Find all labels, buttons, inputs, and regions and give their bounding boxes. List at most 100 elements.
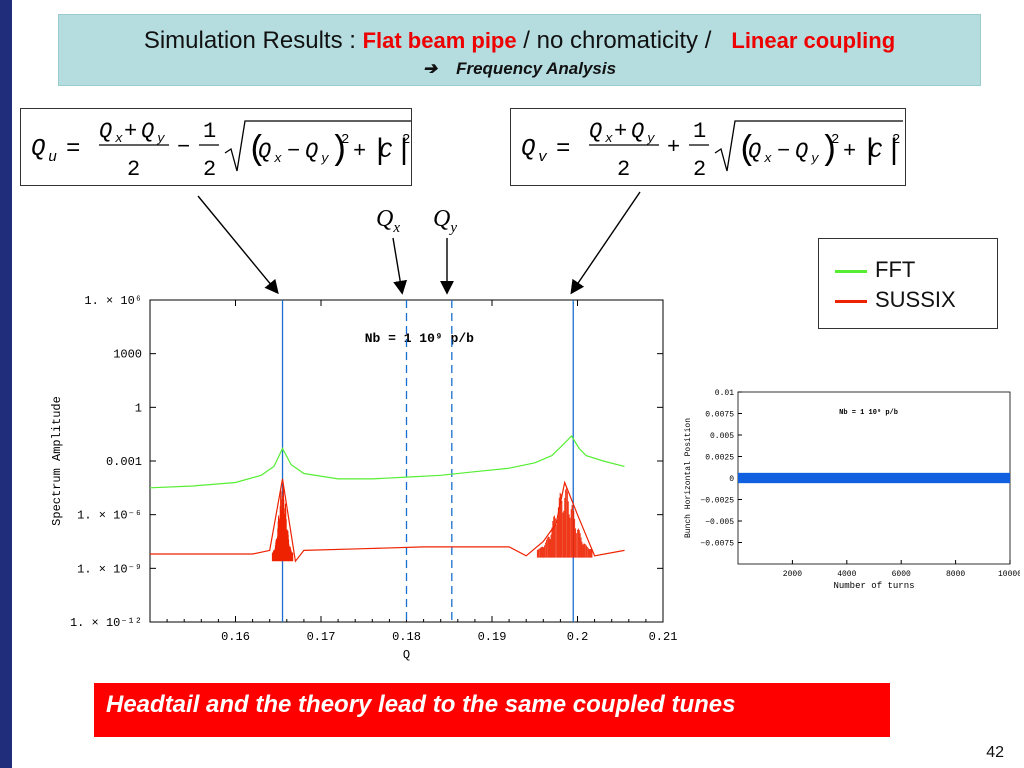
svg-text:−: − — [777, 139, 790, 164]
legend: FFT SUSSIX — [818, 238, 998, 329]
y-tick-label: 0.001 — [106, 455, 142, 469]
svg-text:2: 2 — [341, 132, 349, 148]
x-tick-label: 0.17 — [307, 630, 336, 644]
x-tick-label: 0.19 — [478, 630, 507, 644]
svg-text:y: y — [320, 151, 330, 166]
qx-label: Qx — [376, 206, 401, 236]
chart-annotation: Nb = 1 10⁹ p/b — [365, 331, 474, 346]
y-tick-label: 1. × 10⁻¹² — [70, 616, 142, 630]
small-y-tick-label: 0.0075 — [705, 411, 734, 420]
legend-label-sussix: SUSSIX — [875, 287, 956, 312]
svg-text:1: 1 — [693, 119, 706, 144]
small-x-tick-label: 2000 — [783, 570, 802, 579]
small-y-tick-label: −0.0025 — [700, 497, 734, 506]
position-signal-band — [738, 472, 1010, 484]
small-y-tick-label: 0.005 — [710, 432, 734, 441]
legend-item-sussix: SUSSIX — [835, 287, 956, 313]
small-x-tick-label: 8000 — [946, 570, 965, 579]
svg-text:C: C — [869, 139, 883, 164]
svg-text:): ) — [819, 132, 839, 170]
x-tick-label: 0.16 — [221, 630, 250, 644]
svg-text:y: y — [646, 131, 656, 146]
svg-text:|: | — [371, 135, 389, 169]
small-y-tick-label: 0.0025 — [705, 454, 734, 463]
svg-text:x: x — [763, 151, 772, 166]
legend-item-fft: FFT — [835, 257, 915, 283]
x-axis-label: Q — [403, 648, 410, 662]
title-prefix: Simulation Results : — [143, 27, 356, 54]
arrow-qv — [570, 191, 641, 295]
y-tick-label: 1. × 10⁻⁶ — [77, 509, 142, 523]
small-y-axis-label: Bunch Horizontal Position — [684, 418, 693, 538]
svg-text:=: = — [556, 136, 570, 163]
position-chart: 2000 4000 6000 8000 10000 0.01 0.0075 0.005 0.00… — [684, 389, 1020, 591]
title-middle: / no chromaticity / — [516, 27, 712, 54]
small-x-axis-label: Number of turns — [833, 581, 914, 591]
small-y-tick-label: 0.01 — [715, 389, 734, 398]
svg-text:+: + — [353, 139, 366, 164]
svg-text:|: | — [861, 135, 879, 169]
formula-qu-sub: u — [48, 149, 57, 166]
x-tick-label: 0.2 — [567, 630, 589, 644]
small-y-tick-label: 0 — [729, 475, 734, 484]
svg-text:+: + — [124, 119, 137, 144]
fft-series-line — [149, 435, 625, 489]
sussix-burst-qv — [536, 487, 593, 558]
small-x-tick-label: 4000 — [837, 570, 856, 579]
arrow-qx — [392, 237, 408, 295]
conclusion-banner: Headtail and the theory lead to the same… — [94, 683, 890, 737]
qy-label: Qy — [433, 206, 458, 236]
small-x-tick-label: 10000 — [998, 570, 1020, 579]
svg-text:Q: Q — [748, 139, 761, 164]
svg-text:2: 2 — [127, 157, 140, 182]
formula-qv-lhs: Q — [521, 136, 535, 163]
title-box: Simulation Results : Flat beam pipe / no… — [58, 14, 981, 86]
svg-text:x: x — [604, 131, 613, 146]
legend-label-fft: FFT — [875, 257, 916, 282]
svg-text:): ) — [329, 132, 349, 170]
svg-text:2: 2 — [203, 157, 216, 182]
y-tick-label: 1. × 10⁶ — [84, 294, 142, 308]
svg-text:+: + — [667, 135, 680, 160]
title-linear-coupling: Linear coupling — [731, 28, 896, 53]
small-y-tick-label: −0.0075 — [700, 540, 734, 549]
small-x-tick-label: 6000 — [892, 570, 911, 579]
svg-text:x: x — [273, 151, 282, 166]
svg-text:Q: Q — [258, 139, 271, 164]
formula-qv-sub: v — [538, 149, 548, 166]
small-chart-annotation: Nb = 1 10⁹ p/b — [839, 409, 898, 417]
svg-text:+: + — [843, 139, 856, 164]
y-tick-label: 1 — [135, 401, 142, 415]
svg-text:−: − — [287, 139, 300, 164]
svg-text:Q: Q — [589, 119, 602, 144]
svg-text:2: 2 — [831, 132, 839, 148]
svg-text:+: + — [614, 119, 627, 144]
svg-text:2: 2 — [617, 157, 630, 182]
formula-qu-lhs: Q — [31, 136, 45, 163]
title-flat-beam-pipe: Flat beam pipe — [362, 28, 517, 53]
svg-text:(: ( — [247, 132, 267, 170]
svg-text:Q: Q — [795, 139, 808, 164]
sussix-burst-qu — [271, 483, 294, 562]
svg-text:(: ( — [737, 132, 757, 170]
svg-text:2: 2 — [693, 157, 706, 182]
left-accent-bar — [0, 0, 12, 768]
arrow-qu — [197, 195, 279, 295]
legend-swatch-fft — [835, 269, 867, 273]
svg-text:Q: Q — [631, 119, 644, 144]
spectrum-chart: 0.16 0.17 0.18 0.19 0.2 0.21 1. × 10⁶ 1000 1 0.00… — [50, 294, 677, 662]
svg-text:|: | — [885, 135, 903, 169]
slide-title: Simulation Results : Flat beam pipe / no… — [59, 27, 980, 55]
x-tick-label: 0.18 — [392, 630, 421, 644]
svg-text:y: y — [156, 131, 166, 146]
arrow-right-icon: ➔ — [422, 59, 438, 78]
svg-text:Q: Q — [99, 119, 112, 144]
svg-text:Q: Q — [141, 119, 154, 144]
svg-text:x: x — [114, 131, 123, 146]
svg-text:Q: Q — [305, 139, 318, 164]
